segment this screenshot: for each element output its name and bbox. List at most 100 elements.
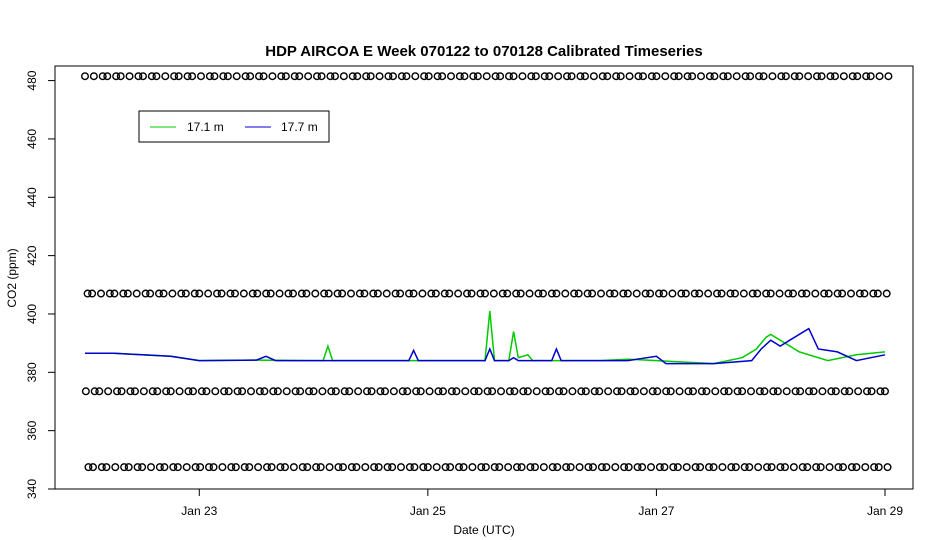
marker-point: [767, 463, 776, 472]
marker-point: [588, 289, 597, 298]
marker-point: [111, 463, 120, 472]
marker-point: [554, 72, 563, 81]
marker-point: [224, 387, 233, 396]
marker-point: [267, 463, 276, 472]
marker-point: [883, 463, 892, 472]
marker-point: [246, 387, 255, 396]
marker-point: [260, 387, 269, 396]
marker-point: [174, 72, 183, 81]
marker-point: [409, 289, 418, 298]
marker-point: [504, 463, 513, 472]
marker-point: [595, 387, 604, 396]
marker-point: [305, 387, 314, 396]
marker-point: [88, 289, 97, 298]
marker-point: [334, 463, 343, 472]
marker-point: [523, 387, 532, 396]
marker-point: [796, 387, 805, 396]
marker-point: [561, 289, 570, 298]
marker-point: [418, 289, 427, 298]
marker-point: [95, 387, 104, 396]
marker-point: [702, 387, 711, 396]
marker-point: [541, 387, 550, 396]
marker-point: [545, 72, 554, 81]
marker-point: [197, 387, 206, 396]
marker-point: [173, 463, 182, 472]
marker-point: [211, 387, 220, 396]
marker-point: [811, 289, 820, 298]
marker-point: [705, 72, 714, 81]
marker-point: [568, 387, 577, 396]
marker-point: [570, 289, 579, 298]
marker-point: [460, 72, 469, 81]
marker-point: [559, 387, 568, 396]
marker-point: [498, 289, 507, 298]
marker-point: [505, 387, 514, 396]
marker-point: [204, 463, 213, 472]
marker-point: [682, 463, 691, 472]
marker-point: [424, 72, 433, 81]
marker-point: [802, 289, 811, 298]
marker-point: [816, 463, 825, 472]
marker-point: [291, 387, 300, 396]
marker-point: [632, 289, 641, 298]
marker-point: [697, 387, 706, 396]
marker-point: [166, 387, 175, 396]
marker-point: [488, 387, 497, 396]
marker-point: [652, 72, 661, 81]
marker-point: [473, 72, 482, 81]
marker-point: [295, 72, 304, 81]
marker-point: [675, 387, 684, 396]
marker-point: [625, 72, 634, 81]
marker-point: [284, 289, 293, 298]
marker-point: [440, 289, 449, 298]
marker-point: [126, 387, 135, 396]
marker-point: [276, 463, 285, 472]
marker-point: [718, 463, 727, 472]
marker-point: [697, 72, 706, 81]
marker-point: [566, 463, 575, 472]
y-tick-label: 400: [25, 304, 39, 324]
marker-point: [831, 387, 840, 396]
marker-point: [639, 387, 648, 396]
marker-point: [405, 289, 414, 298]
marker-point: [669, 463, 678, 472]
marker-point: [553, 463, 562, 472]
marker-point: [412, 387, 421, 396]
marker-point: [647, 463, 656, 472]
marker-point: [869, 289, 878, 298]
marker-point: [733, 387, 742, 396]
marker-point: [289, 289, 298, 298]
marker-point: [853, 72, 862, 81]
marker-point: [205, 72, 214, 81]
marker-point: [518, 72, 527, 81]
marker-point: [316, 463, 325, 472]
marker-point: [302, 289, 311, 298]
y-tick-label: 460: [25, 129, 39, 149]
marker-point: [452, 387, 461, 396]
legend: 17.1 m 17.7 m: [138, 110, 330, 143]
marker-point: [241, 72, 250, 81]
marker-point: [813, 72, 822, 81]
marker-point: [620, 463, 629, 472]
marker-point: [104, 387, 113, 396]
marker-point: [102, 463, 111, 472]
marker-point: [317, 72, 326, 81]
marker-point: [575, 463, 584, 472]
marker-point: [720, 387, 729, 396]
marker-point: [677, 289, 686, 298]
marker-point: [90, 387, 99, 396]
marker-point: [345, 387, 354, 396]
marker-point: [719, 72, 728, 81]
marker-point: [834, 463, 843, 472]
marker-point: [867, 387, 876, 396]
marker-point: [567, 72, 576, 81]
marker-point: [489, 289, 498, 298]
marker-point: [431, 289, 440, 298]
marker-point: [775, 289, 784, 298]
marker-point: [388, 463, 397, 472]
marker-point: [98, 72, 107, 81]
marker-point: [362, 72, 371, 81]
marker-point: [423, 463, 432, 472]
marker-point: [483, 387, 492, 396]
marker-point: [398, 387, 407, 396]
